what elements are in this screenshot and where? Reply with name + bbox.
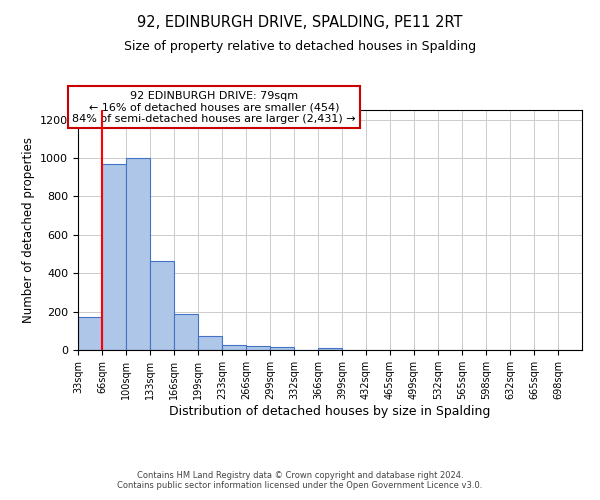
Bar xyxy=(246,346,270,350)
Text: Size of property relative to detached houses in Spalding: Size of property relative to detached ho… xyxy=(124,40,476,53)
Text: Contains HM Land Registry data © Crown copyright and database right 2024.
Contai: Contains HM Land Registry data © Crown c… xyxy=(118,470,482,490)
Bar xyxy=(198,336,222,350)
Text: 92, EDINBURGH DRIVE, SPALDING, PE11 2RT: 92, EDINBURGH DRIVE, SPALDING, PE11 2RT xyxy=(137,15,463,30)
Bar xyxy=(270,347,294,350)
X-axis label: Distribution of detached houses by size in Spalding: Distribution of detached houses by size … xyxy=(169,404,491,417)
Bar xyxy=(150,260,174,350)
Bar xyxy=(78,318,102,350)
Bar xyxy=(126,158,150,350)
Bar xyxy=(318,348,342,350)
Bar xyxy=(222,345,246,350)
Text: 92 EDINBURGH DRIVE: 79sqm
← 16% of detached houses are smaller (454)
84% of semi: 92 EDINBURGH DRIVE: 79sqm ← 16% of detac… xyxy=(72,91,356,124)
Bar xyxy=(174,314,198,350)
Bar xyxy=(102,164,126,350)
Y-axis label: Number of detached properties: Number of detached properties xyxy=(22,137,35,323)
